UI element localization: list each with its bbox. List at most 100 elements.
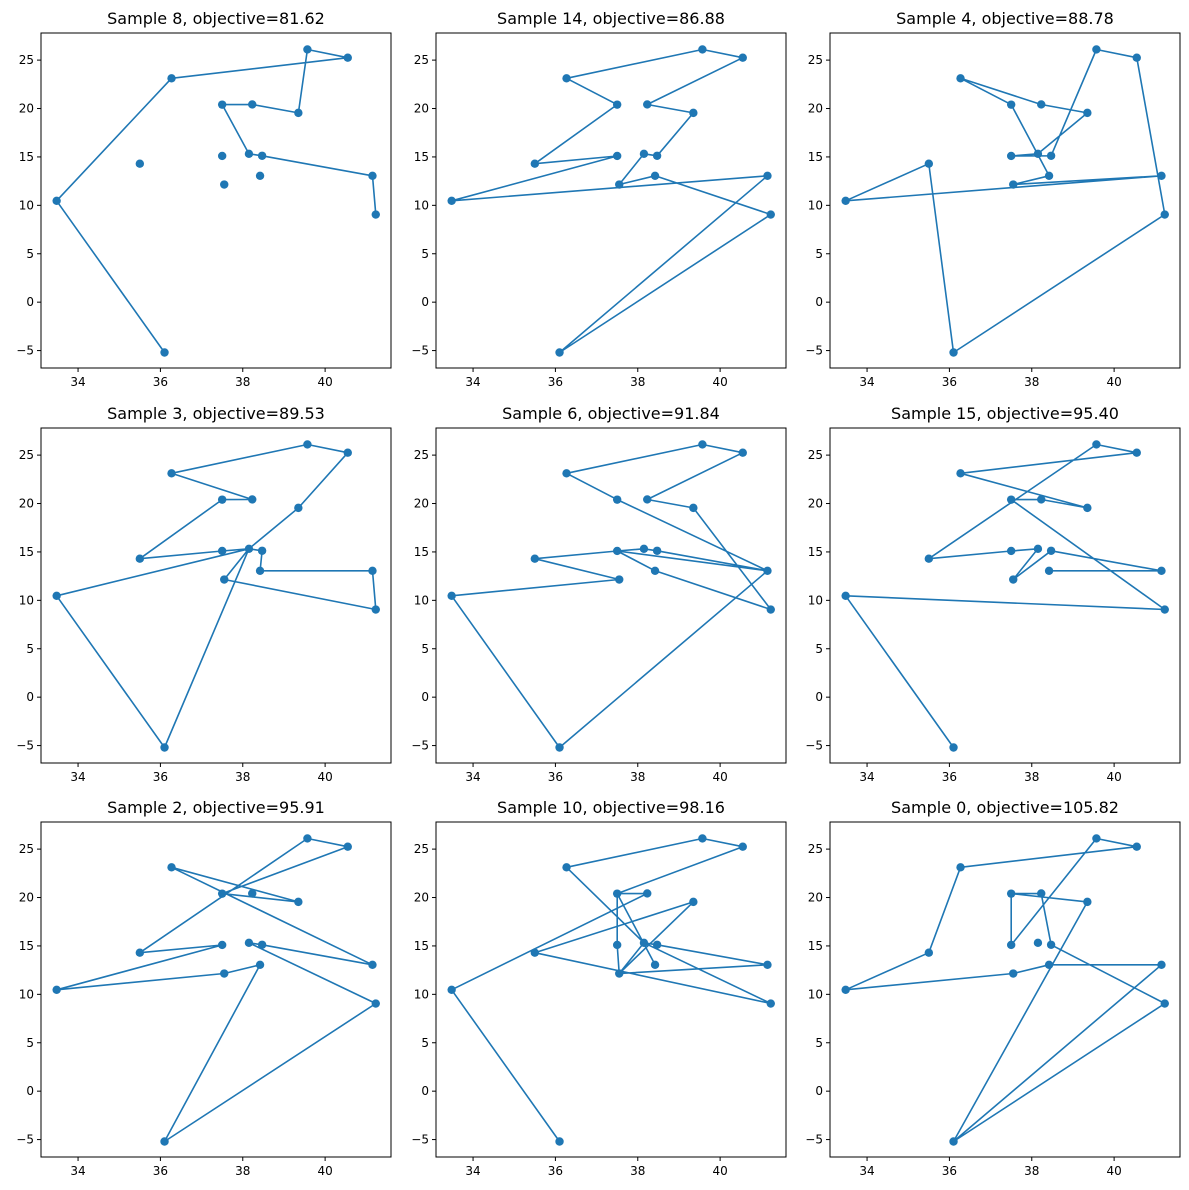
y-tick-label: −5 (411, 344, 429, 358)
y-tick-label: 10 (19, 593, 34, 607)
city-point (841, 985, 850, 994)
city-point (217, 940, 227, 950)
axes-frame (40, 821, 392, 1158)
subplot-title: Sample 8, objective=81.62 (107, 9, 325, 28)
route-line (844, 837, 1166, 1143)
y-tick-label: 5 (815, 642, 823, 656)
city-point (956, 74, 965, 83)
city-point (1160, 605, 1169, 614)
city-point (294, 108, 303, 118)
city-point (650, 960, 660, 970)
x-tick-label: 40 (317, 1164, 332, 1178)
city-point (956, 469, 965, 478)
city-point (303, 45, 312, 54)
y-tick-label: 25 (808, 53, 823, 67)
city-point (612, 546, 622, 556)
city-point (217, 495, 227, 504)
city-point (447, 196, 456, 205)
city-point (217, 100, 227, 109)
city-point (52, 196, 61, 205)
x-tick-label: 38 (235, 375, 250, 389)
x-tick-label: 40 (712, 375, 727, 389)
city-point (1083, 897, 1092, 907)
y-tick-label: 0 (421, 690, 429, 704)
x-tick-label: 38 (1024, 1164, 1039, 1178)
y-tick-label: 0 (26, 295, 34, 309)
city-point (52, 591, 61, 600)
city-point (1160, 210, 1169, 219)
city-point (555, 743, 564, 752)
city-point (248, 889, 257, 898)
city-point (257, 546, 267, 555)
city-point (1157, 566, 1166, 576)
city-point (698, 834, 707, 843)
city-point (135, 948, 145, 957)
y-tick-label: 5 (421, 1036, 429, 1050)
city-point (698, 440, 707, 449)
city-point (924, 159, 934, 168)
y-tick-label: 0 (26, 1084, 34, 1098)
city-point (1009, 575, 1018, 584)
city-point (689, 897, 698, 907)
y-tick-label: 10 (414, 987, 429, 1001)
y-tick-label: 15 (808, 939, 823, 953)
city-point (1132, 53, 1141, 62)
x-tick-label: 34 (70, 1164, 85, 1178)
city-point (1092, 834, 1101, 843)
y-tick-label: 15 (414, 150, 429, 164)
y-tick-label: 20 (808, 102, 823, 116)
y-tick-label: −5 (16, 1133, 34, 1147)
x-tick-label: 40 (1106, 375, 1121, 389)
y-tick-label: 10 (808, 198, 823, 212)
route-line (55, 48, 377, 353)
y-tick-label: 25 (414, 448, 429, 462)
subplot-0: Sample 8, objective=81.62 34 36 38 40 −5 0 5 10 1… (16, 9, 392, 389)
x-tick-label: 38 (235, 770, 250, 784)
city-point (763, 960, 772, 970)
y-tick-label: 15 (808, 545, 823, 559)
x-tick-label: 34 (70, 770, 85, 784)
axes-frame (435, 427, 787, 764)
city-point (220, 180, 229, 189)
x-tick-label: 36 (548, 1164, 563, 1178)
city-point (1033, 938, 1043, 948)
subplot-grid: Sample 8, objective=81.62 34 36 38 40 −5 0 5 10 1… (16, 9, 1181, 1178)
city-point (1009, 180, 1018, 189)
city-point (612, 151, 622, 161)
subplot-title: Sample 6, objective=91.84 (502, 404, 720, 423)
city-point (255, 960, 265, 970)
y-tick-label: 25 (414, 53, 429, 67)
x-tick-label: 34 (465, 1164, 480, 1178)
city-point (763, 566, 772, 576)
city-point (738, 53, 747, 62)
subplot-title: Sample 14, objective=86.88 (497, 9, 725, 28)
city-point (1044, 960, 1054, 970)
city-point (244, 938, 254, 948)
city-point (615, 180, 624, 189)
city-point (217, 546, 227, 556)
city-point (1044, 566, 1054, 576)
city-point (738, 448, 747, 457)
subplot-6: Sample 2, objective=95.91 34 36 38 40 −5 0 5 10 1… (16, 798, 392, 1178)
y-tick-label: −5 (16, 344, 34, 358)
city-point (612, 495, 622, 504)
city-point (530, 554, 540, 563)
city-point (1157, 960, 1166, 970)
x-tick-label: 34 (859, 770, 874, 784)
y-tick-label: −5 (805, 739, 823, 753)
y-tick-label: 15 (414, 545, 429, 559)
x-tick-label: 38 (630, 770, 645, 784)
axes-frame (829, 427, 1181, 764)
city-point (530, 948, 540, 957)
city-point (248, 495, 257, 504)
city-point (1083, 108, 1092, 118)
x-tick-label: 36 (942, 1164, 957, 1178)
city-point (698, 45, 707, 54)
city-point (294, 897, 303, 907)
city-point (530, 159, 540, 168)
city-point (766, 605, 775, 614)
x-tick-label: 40 (1106, 770, 1121, 784)
y-tick-label: 25 (414, 842, 429, 856)
y-tick-label: 25 (19, 448, 34, 462)
city-point (1037, 495, 1046, 504)
